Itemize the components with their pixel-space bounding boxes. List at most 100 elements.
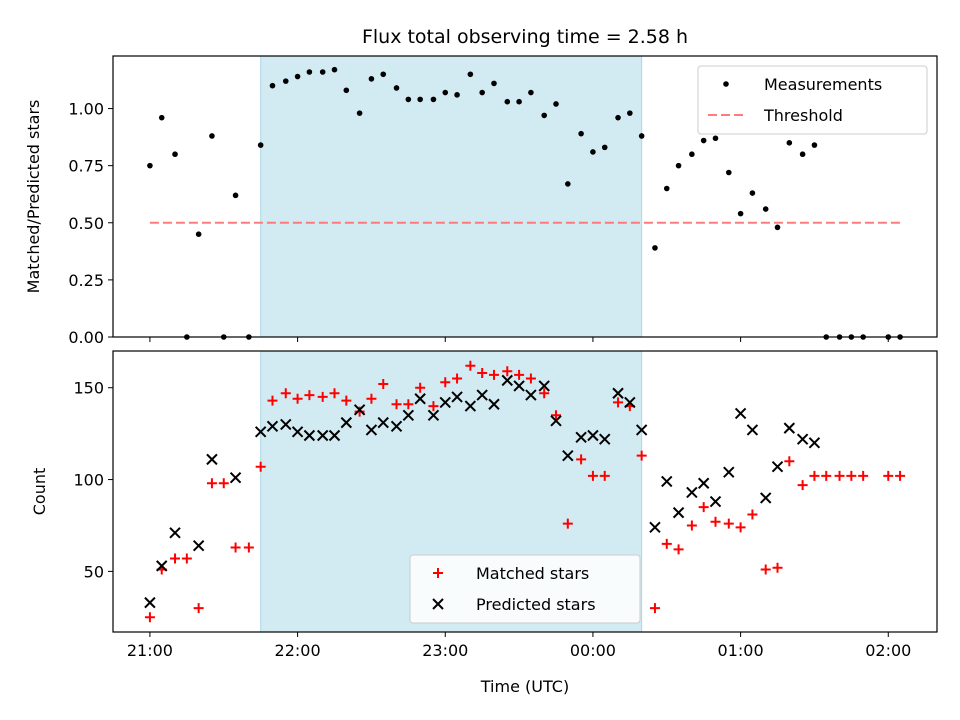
legend-label: Matched stars: [476, 564, 589, 583]
data-point: [883, 470, 894, 481]
data-point: [749, 190, 756, 196]
data-point: [796, 433, 809, 445]
data-point: [144, 596, 156, 609]
legend-swatch: [432, 598, 444, 610]
data-point: [811, 142, 818, 148]
data-point: [539, 388, 550, 399]
data-point: [267, 395, 278, 406]
data-point: [192, 539, 205, 552]
data-point: [786, 140, 793, 146]
data-point: [759, 492, 772, 504]
data-point: [514, 369, 525, 380]
data-point: [578, 130, 584, 137]
data-point: [528, 89, 534, 96]
data-point: [354, 406, 365, 417]
data-point: [601, 144, 608, 151]
data-point: [774, 224, 781, 231]
y-tick-label: 1.00: [68, 100, 104, 119]
data-point: [414, 393, 426, 405]
data-point: [698, 502, 709, 513]
data-point: [613, 397, 624, 408]
data-point: [675, 162, 682, 169]
data-point: [465, 360, 476, 371]
data-point: [218, 478, 229, 489]
data-point: [746, 424, 759, 436]
data-point: [590, 149, 596, 155]
data-point: [587, 429, 599, 442]
data-point: [243, 542, 254, 553]
data-point: [440, 377, 451, 388]
data-point: [169, 527, 181, 539]
data-point: [280, 388, 291, 399]
data-point: [513, 380, 525, 392]
data-point: [365, 424, 378, 436]
data-point: [652, 245, 658, 251]
data-point: [181, 553, 192, 564]
data-point: [599, 470, 610, 481]
data-point: [442, 89, 449, 96]
data-point: [488, 398, 500, 410]
x-tick-label: 22:00: [275, 641, 321, 660]
data-point: [393, 85, 400, 91]
data-point: [635, 424, 648, 436]
data-point: [156, 560, 168, 572]
data-point: [723, 466, 735, 478]
data-point: [525, 389, 537, 401]
data-point: [340, 416, 353, 429]
y-tick-label: 100: [73, 471, 104, 490]
data-point: [467, 71, 474, 78]
data-point: [541, 112, 547, 119]
x-tick-label: 01:00: [718, 641, 764, 660]
data-point: [303, 429, 316, 442]
legend-swatch: [723, 81, 729, 87]
data-point: [501, 374, 513, 387]
data-point: [615, 114, 621, 121]
data-point: [697, 477, 710, 489]
data-point: [562, 518, 573, 529]
data-point: [427, 409, 440, 421]
data-point: [516, 98, 522, 105]
data-point: [451, 391, 463, 403]
data-point: [686, 486, 698, 499]
series-matched-stars: [144, 360, 906, 623]
data-point: [291, 426, 304, 438]
data-point: [331, 66, 338, 73]
data-point: [576, 454, 587, 465]
data-point: [353, 404, 366, 416]
data-point: [737, 210, 744, 217]
data-point: [476, 389, 488, 401]
data-point: [317, 391, 328, 402]
data-point: [292, 393, 303, 404]
y-axis-label: Count: [30, 468, 49, 516]
data-point: [673, 544, 684, 555]
data-point: [439, 396, 451, 409]
data-point: [627, 110, 633, 116]
data-point: [562, 449, 574, 462]
data-point: [380, 71, 387, 78]
observing-window-shade: [260, 55, 643, 338]
y-tick-label: 0.75: [68, 157, 104, 176]
data-point: [193, 603, 204, 614]
data-point: [846, 470, 857, 481]
data-point: [415, 382, 426, 393]
data-point: [612, 387, 624, 399]
panel-bottom: 50 100 150 21:00 22:00 23:00 00:00 01:00 02:00 Co…: [30, 350, 938, 696]
data-point: [783, 422, 796, 434]
legend-swatch: [433, 568, 443, 578]
data-point: [689, 151, 695, 158]
legend-box: [697, 65, 928, 135]
y-tick-label: 50: [84, 562, 104, 581]
data-point: [858, 470, 869, 481]
data-point: [895, 470, 906, 481]
data-point: [172, 151, 178, 158]
data-point: [477, 368, 488, 379]
x-axis-label: Time (UTC): [480, 677, 569, 696]
y-tick-label: 150: [73, 379, 104, 398]
legend-label: Threshold: [763, 106, 843, 125]
data-point: [319, 69, 326, 75]
data-point: [710, 516, 721, 527]
data-point: [636, 450, 647, 461]
data-point: [784, 456, 795, 467]
series-measurements: [147, 66, 903, 340]
